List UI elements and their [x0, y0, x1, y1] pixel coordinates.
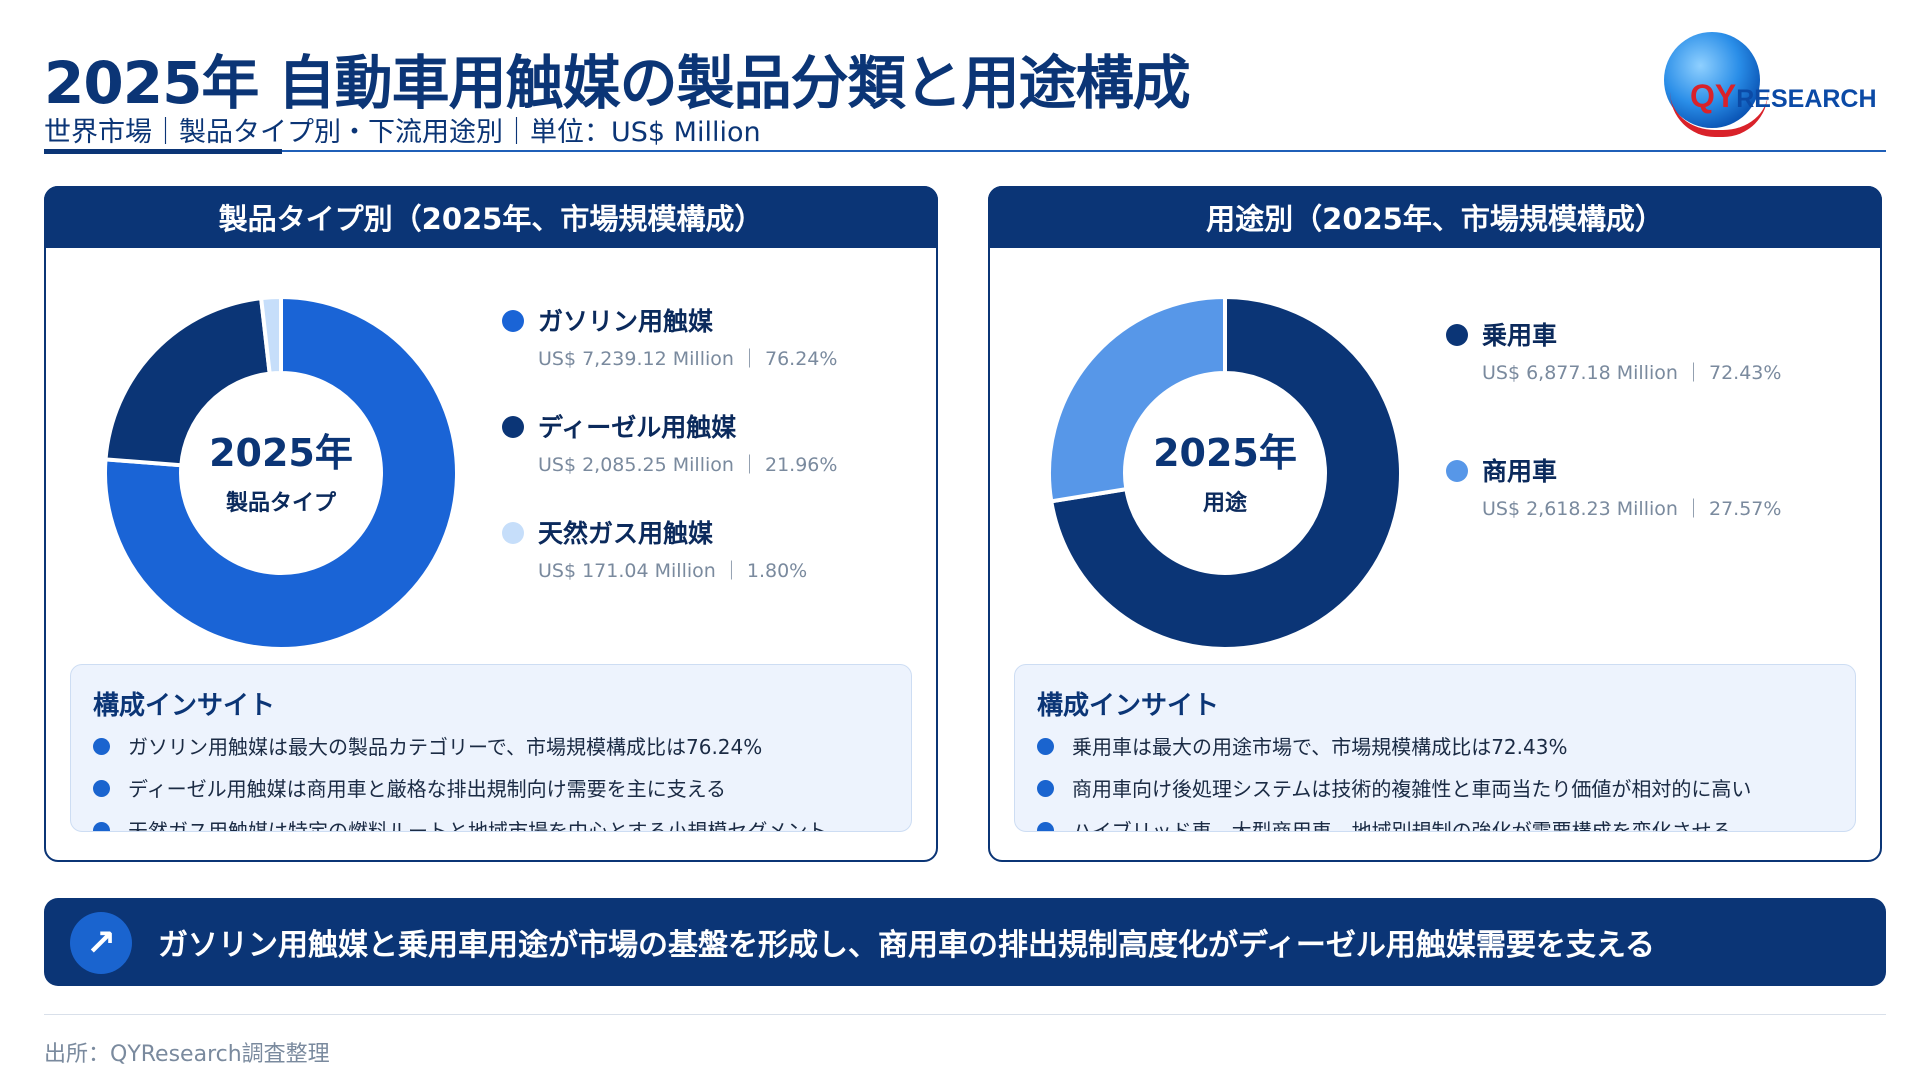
legend-dot	[502, 416, 524, 438]
product-type-panel: 製品タイプ別（2025年、市場規模構成） 2025年 製品タイプ ガソリン用触媒…	[44, 186, 938, 862]
legend-value: US$ 6,877.18 Million ｜ 72.43%	[1482, 362, 1782, 384]
donut-slice-0	[1048, 294, 1403, 651]
donut-center-year: 2025年	[209, 430, 353, 475]
logo-rest: RESEARCH	[1736, 85, 1877, 113]
legend-name: 商用車	[1482, 457, 1558, 486]
insight-bullet: ハイブリッド車、大型商用車、地域別規制の強化が需要構成を変化させる	[1037, 815, 1732, 832]
bullet-dot	[93, 822, 110, 831]
donut-center-label: 用途	[1202, 490, 1247, 516]
header-rule	[44, 150, 1886, 152]
product-type-donut-center: 2025年 製品タイプ	[96, 288, 466, 658]
insight-bullet-text: ガソリン用触媒は最大の製品カテゴリーで、市場規模構成比は76.24%	[128, 735, 763, 759]
legend-value: US$ 2,618.23 Million ｜ 27.57%	[1482, 498, 1782, 520]
insight-bullet-text: ディーゼル用触媒は商用車と厳格な排出規制向け需要を主に支える	[128, 777, 726, 801]
application-donut: 2025年 用途	[1040, 288, 1410, 658]
legend-value: US$ 171.04 Million ｜ 1.80%	[538, 560, 808, 582]
insight-bullet-text: ハイブリッド車、大型商用車、地域別規制の強化が需要構成を変化させる	[1072, 819, 1732, 832]
donut-center-year: 2025年	[1153, 430, 1297, 475]
donut-slice-0	[103, 294, 459, 651]
insight-bullet: ガソリン用触媒は最大の製品カテゴリーで、市場規模構成比は76.24%	[93, 731, 762, 760]
legend-value: US$ 2,085.25 Million ｜ 21.96%	[538, 454, 838, 476]
bullet-dot	[93, 780, 110, 797]
insight-box-right: 構成インサイト 乗用車は最大の用途市場で、市場規模構成比は72.43% 商用車向…	[1014, 664, 1856, 832]
product-type-panel-title: 製品タイプ別（2025年、市場規模構成）	[44, 186, 938, 248]
insight-bullet: ディーゼル用触媒は商用車と厳格な排出規制向け需要を主に支える	[93, 773, 726, 802]
legend-dot	[1446, 460, 1468, 482]
insight-box-left: 構成インサイト ガソリン用触媒は最大の製品カテゴリーで、市場規模構成比は76.2…	[70, 664, 912, 832]
insight-bullet-text: 乗用車は最大の用途市場で、市場規模構成比は72.43%	[1072, 735, 1568, 759]
logo-swoosh	[1670, 92, 1768, 137]
application-panel-title: 用途別（2025年、市場規模構成）	[988, 186, 1882, 248]
logo-text: QYRESEARCH	[1690, 78, 1877, 115]
legend-name: ディーゼル用触媒	[538, 413, 737, 442]
insight-bullet-text: 商用車向け後処理システムは技術的複雑性と車両当たり価値が相対的に高い	[1072, 777, 1752, 801]
application-panel: 用途別（2025年、市場規模構成） 2025年 用途 乗用車 US$ 6,877…	[988, 186, 1882, 862]
application-donut-svg	[1047, 294, 1403, 651]
conclusion-banner: ↗ ガソリン用触媒と乗用車用途が市場の基盤を形成し、商用車の排出規制高度化がディ…	[44, 898, 1886, 986]
legend-name: 乗用車	[1482, 321, 1558, 350]
legend-dot	[1446, 324, 1468, 346]
source-note: 出所：QYResearch調査整理	[44, 1042, 330, 1067]
insight-bullet-text: 天然ガス用触媒は特定の燃料ルートと地域市場を中心とする小規模セグメント	[128, 819, 828, 832]
application-donut-center: 2025年 用途	[1040, 288, 1410, 658]
conclusion-text: ガソリン用触媒と乗用車用途が市場の基盤を形成し、商用車の排出規制高度化がディーゼ…	[158, 928, 1655, 963]
insight-bullet: 商用車向け後処理システムは技術的複雑性と車両当たり価値が相対的に高い	[1037, 773, 1751, 802]
insight-bullet: 乗用車は最大の用途市場で、市場規模構成比は72.43%	[1037, 731, 1567, 760]
bullet-dot	[1037, 780, 1054, 797]
donut-slice-1	[103, 295, 272, 468]
donut-slice-2	[258, 294, 283, 376]
product-type-donut-svg	[103, 294, 459, 651]
legend-value: US$ 7,239.12 Million ｜ 76.24%	[538, 348, 838, 370]
legend-name: 天然ガス用触媒	[538, 519, 714, 548]
legend-name: ガソリン用触媒	[538, 307, 714, 336]
legend-dot	[502, 522, 524, 544]
legend-dot	[502, 310, 524, 332]
donut-slice-1	[1047, 294, 1227, 504]
trend-arrow-icon: ↗	[70, 912, 132, 974]
insight-title: 構成インサイト	[93, 691, 276, 721]
page-subtitle: 世界市場｜製品タイプ別・下流用途別｜単位：US$ Million	[44, 117, 761, 148]
product-type-donut: 2025年 製品タイプ	[96, 288, 466, 658]
bullet-dot	[93, 738, 110, 755]
header-rule-accent	[44, 149, 282, 154]
page-title: 2025年 自動車用触媒の製品分類と用途構成	[44, 49, 1191, 117]
bullet-dot	[1037, 738, 1054, 755]
qyresearch-logo: QYRESEARCH	[1664, 30, 1890, 137]
footer-rule	[44, 1014, 1886, 1015]
insight-title: 構成インサイト	[1037, 691, 1220, 721]
logo-qy: QY	[1690, 78, 1737, 114]
donut-center-label: 製品タイプ	[225, 490, 336, 516]
insight-bullet: 天然ガス用触媒は特定の燃料ルートと地域市場を中心とする小規模セグメント	[93, 815, 828, 832]
bullet-dot	[1037, 822, 1054, 831]
